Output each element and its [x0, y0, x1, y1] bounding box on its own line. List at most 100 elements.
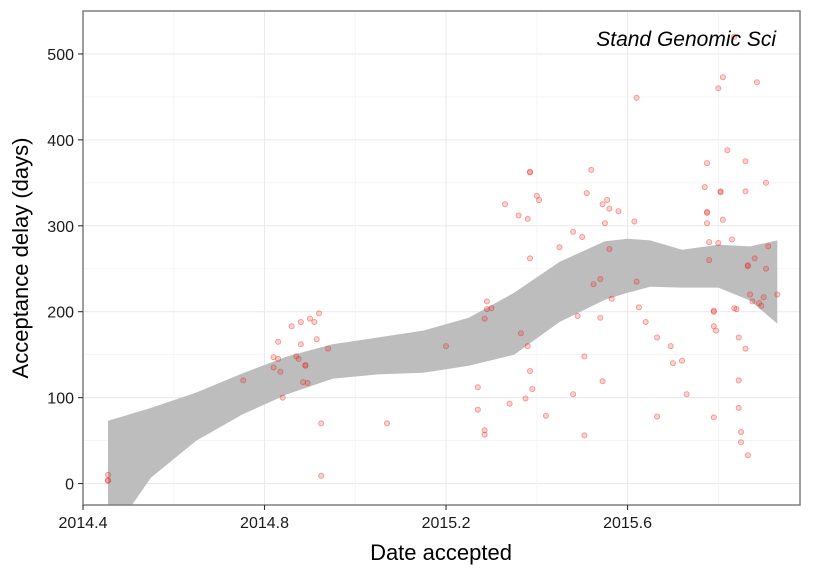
- data-point: [533, 192, 540, 199]
- data-point: [588, 166, 595, 173]
- data-point: [710, 414, 717, 421]
- data-point: [606, 245, 613, 252]
- data-point: [683, 391, 690, 398]
- data-point: [724, 147, 731, 154]
- data-point: [536, 196, 543, 203]
- data-point: [715, 239, 722, 246]
- data-point: [760, 294, 767, 301]
- data-point: [318, 472, 325, 479]
- data-point: [522, 395, 529, 402]
- data-point: [631, 218, 638, 225]
- data-point: [747, 291, 754, 298]
- data-point: [474, 384, 481, 391]
- data-point: [604, 196, 611, 203]
- data-point: [306, 315, 313, 322]
- data-point: [710, 323, 717, 330]
- data-points-layer: [105, 33, 781, 484]
- y-tick-label: 400: [47, 133, 74, 150]
- data-point: [597, 275, 604, 282]
- data-point: [297, 318, 304, 325]
- data-point: [719, 74, 726, 81]
- data-point: [667, 343, 674, 350]
- data-point: [590, 281, 597, 288]
- data-point: [597, 314, 604, 321]
- data-point: [601, 220, 608, 227]
- data-point: [599, 378, 606, 385]
- data-point: [704, 208, 711, 215]
- data-point: [279, 394, 286, 401]
- data-point: [742, 158, 749, 165]
- x-axis-ticks: 2014.4 2014.8 2015.2 2015.6: [59, 505, 652, 532]
- data-point: [599, 201, 606, 208]
- data-point: [581, 432, 588, 439]
- y-tick-label: 300: [47, 219, 74, 236]
- data-point: [633, 278, 640, 285]
- data-point: [758, 302, 765, 309]
- data-point: [105, 471, 112, 478]
- data-point: [277, 368, 284, 375]
- data-point: [302, 362, 309, 369]
- data-point: [240, 377, 247, 384]
- data-point: [293, 353, 300, 360]
- data-point: [483, 306, 490, 313]
- x-axis-title: Date accepted: [370, 540, 512, 565]
- data-point: [704, 209, 711, 216]
- data-point: [556, 244, 563, 251]
- x-tick-label: 2014.8: [240, 515, 289, 532]
- data-point: [295, 355, 302, 362]
- data-point: [481, 315, 488, 322]
- data-point: [704, 220, 711, 227]
- data-point: [615, 208, 622, 215]
- data-point: [749, 298, 756, 305]
- data-point: [474, 406, 481, 413]
- data-point: [105, 477, 112, 484]
- data-point: [527, 168, 534, 175]
- data-point: [313, 336, 320, 343]
- data-point: [744, 262, 751, 269]
- data-point: [735, 404, 742, 411]
- data-point: [608, 295, 615, 302]
- data-point: [442, 343, 449, 350]
- data-point: [738, 439, 745, 446]
- data-point: [654, 413, 661, 420]
- data-point: [481, 431, 488, 438]
- data-point: [315, 310, 322, 317]
- data-point: [731, 33, 738, 40]
- y-tick-label: 0: [65, 477, 74, 494]
- data-point: [717, 188, 724, 195]
- data-point: [483, 298, 490, 305]
- data-point: [300, 379, 307, 386]
- data-point: [527, 169, 534, 176]
- data-point: [744, 263, 751, 270]
- data-point: [383, 420, 390, 427]
- data-point: [765, 243, 772, 250]
- data-point: [710, 307, 717, 314]
- data-point: [302, 361, 309, 368]
- data-point: [654, 334, 661, 341]
- data-point: [742, 188, 749, 195]
- data-point: [756, 300, 763, 307]
- data-point: [735, 377, 742, 384]
- x-tick-label: 2015.2: [422, 515, 471, 532]
- plot-border: [82, 10, 801, 506]
- data-point: [774, 291, 781, 298]
- data-point: [275, 338, 282, 345]
- y-axis-title: Acceptance delay (days): [8, 138, 33, 379]
- data-point: [311, 318, 318, 325]
- data-point: [701, 184, 708, 191]
- data-point: [579, 233, 586, 240]
- data-point: [606, 205, 613, 212]
- data-point: [515, 212, 522, 219]
- data-point: [706, 239, 713, 246]
- x-tick-label: 2015.6: [603, 515, 652, 532]
- data-point: [731, 305, 738, 312]
- data-point: [270, 354, 277, 361]
- data-point: [527, 255, 534, 262]
- data-point: [517, 330, 524, 337]
- data-point: [524, 343, 531, 350]
- smooth-confidence-band: [108, 238, 778, 505]
- chart-annotation: Stand Genomic Sci: [596, 28, 777, 51]
- y-tick-label: 200: [47, 305, 74, 322]
- data-point: [527, 367, 534, 374]
- data-point: [713, 327, 720, 334]
